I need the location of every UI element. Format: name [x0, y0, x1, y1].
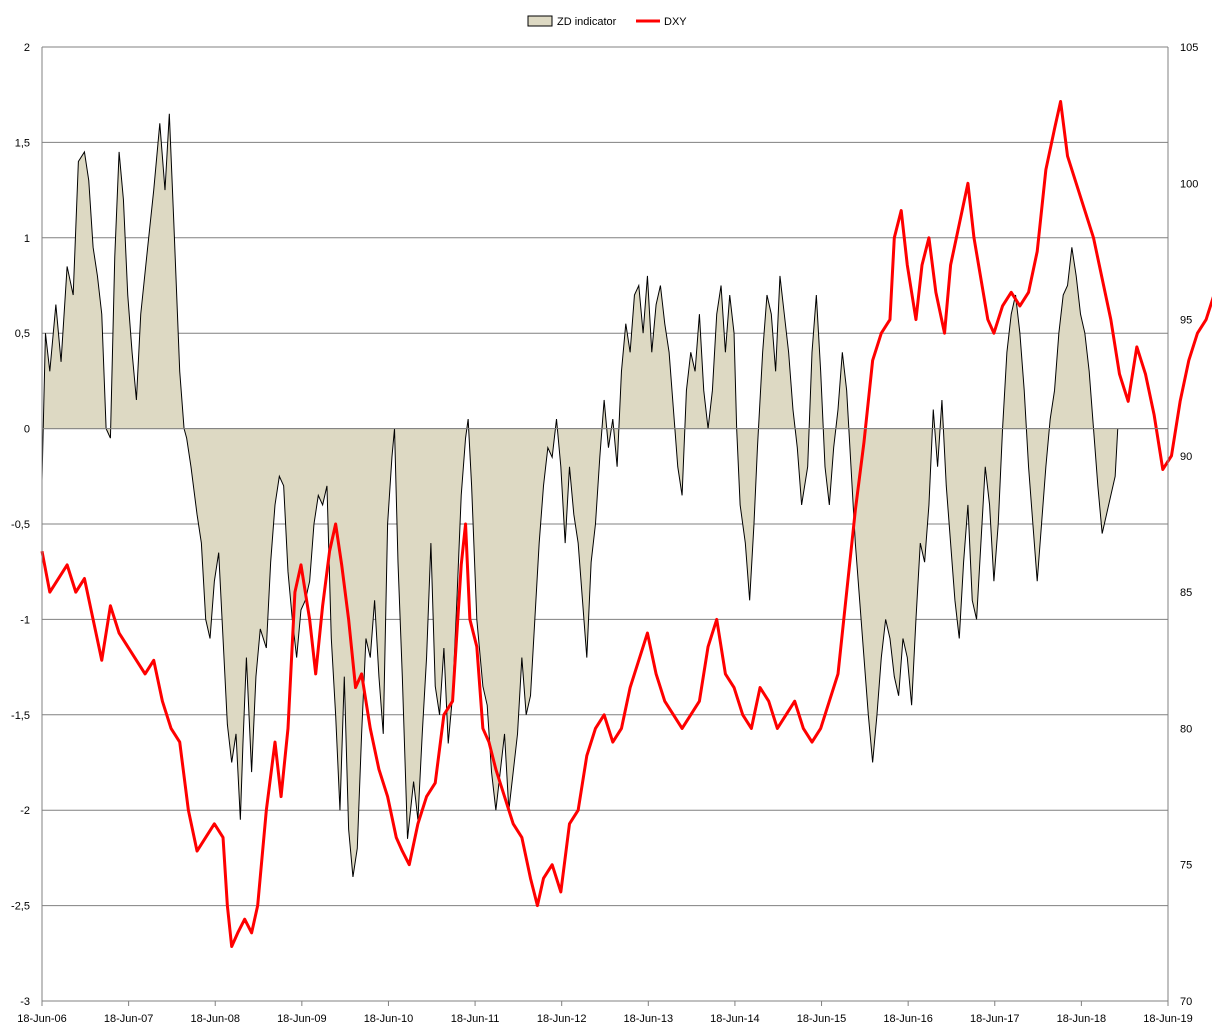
left-tick-label: -2 — [20, 805, 30, 817]
left-tick-label: -2,5 — [11, 901, 30, 913]
dxy-line — [40, 100, 1212, 948]
zd-indicator-outline — [41, 113, 1119, 878]
right-tick-label: 90 — [1180, 451, 1192, 463]
left-axis-ticks: 2 1,5 1 0,5 0 -0,5 -1 -1,5 -2 -2,5 -3 — [11, 42, 30, 1008]
dxy-line-layer — [40, 100, 1212, 948]
x-axis-ticks: 18-Jun-06 18-Jun-07 18-Jun-08 18-Jun-09 18-J… — [17, 1001, 1193, 1025]
legend-label-dxy: DXY — [664, 16, 687, 28]
right-tick-label: 70 — [1180, 996, 1192, 1008]
right-tick-label: 105 — [1180, 42, 1198, 54]
x-tick-label: 18-Jun-11 — [451, 1013, 500, 1025]
x-tick-label: 18-Jun-19 — [1143, 1013, 1193, 1025]
x-tick-label: 18-Jun-15 — [797, 1013, 847, 1025]
axes — [41, 47, 1169, 1001]
left-tick-label: 1,5 — [15, 137, 30, 149]
legend-label-zd-indicator: ZD indicator — [557, 16, 617, 28]
x-tick-label: 18-Jun-14 — [710, 1013, 760, 1025]
x-tick-label: 18-Jun-09 — [277, 1013, 327, 1025]
x-tick-label: 18-Jun-18 — [1057, 1013, 1107, 1025]
left-tick-label: 1 — [24, 233, 30, 245]
x-tick-label: 18-Jun-12 — [537, 1013, 587, 1025]
x-tick-label: 18-Jun-17 — [970, 1013, 1020, 1025]
zd-indicator-area-layer — [41, 113, 1119, 878]
x-tick-label: 18-Jun-16 — [883, 1013, 933, 1025]
left-tick-label: 2 — [24, 42, 30, 54]
x-tick-label: 18-Jun-06 — [17, 1013, 67, 1025]
right-tick-label: 80 — [1180, 723, 1192, 735]
left-tick-label: -1,5 — [11, 710, 30, 722]
right-axis-ticks: 105 100 95 90 85 80 75 70 — [1180, 42, 1198, 1008]
zd-indicator-area — [42, 113, 1118, 877]
right-tick-label: 85 — [1180, 587, 1192, 599]
left-tick-label: 0,5 — [15, 328, 30, 340]
left-tick-label: 0 — [24, 424, 30, 436]
legend: ZD indicator DXY — [527, 15, 687, 28]
x-tick-label: 18-Jun-07 — [104, 1013, 154, 1025]
left-tick-label: -1 — [20, 614, 30, 626]
right-tick-label: 95 — [1180, 315, 1192, 327]
legend-swatch-zd-indicator — [527, 15, 553, 27]
right-tick-label: 100 — [1180, 178, 1198, 190]
x-tick-label: 18-Jun-10 — [364, 1013, 414, 1025]
left-tick-label: -0,5 — [11, 519, 30, 531]
right-tick-label: 75 — [1180, 860, 1192, 872]
left-tick-label: -3 — [20, 996, 30, 1008]
x-tick-label: 18-Jun-13 — [624, 1013, 674, 1025]
x-tick-label: 18-Jun-08 — [190, 1013, 240, 1025]
